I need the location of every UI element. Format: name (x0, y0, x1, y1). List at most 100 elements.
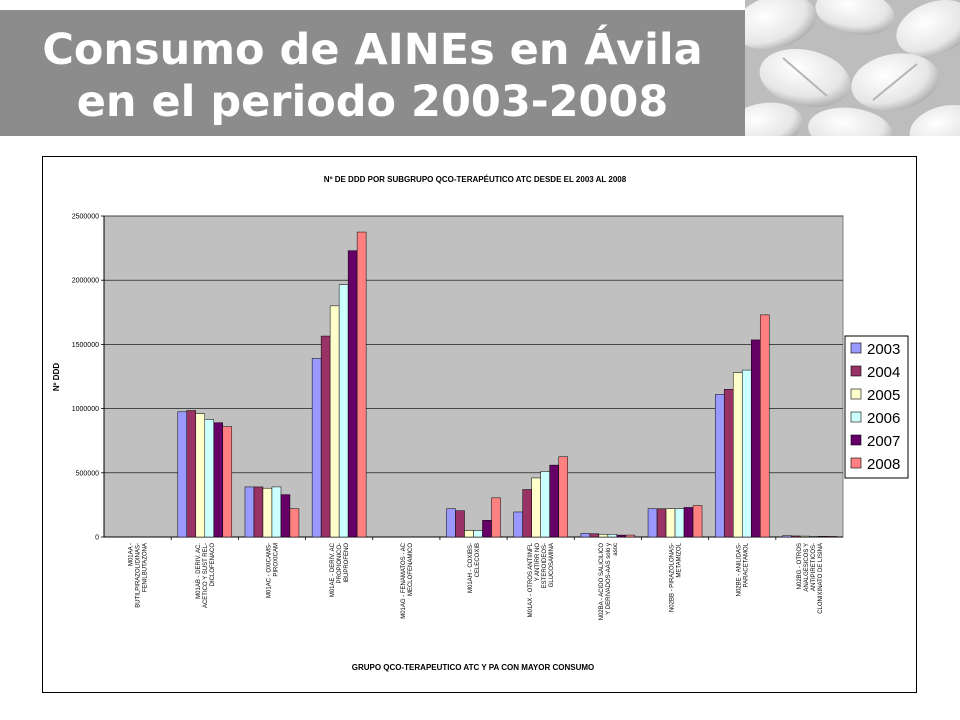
x-tick-label: M01AE - DERIV. AC (330, 542, 336, 597)
legend-swatch-2006 (850, 411, 862, 423)
x-tick-label: N02BB - PIRAZOLONAS- (670, 543, 676, 612)
slide-title-line1: Consumo de AINEs en Ávila (42, 25, 703, 75)
bar-2003 (714, 394, 725, 538)
x-tick-label: M01AB - DERIV. AC. (196, 543, 202, 599)
y-axis-label: Nº DDD (52, 363, 61, 391)
bar-2006 (271, 486, 282, 538)
bar-2003 (244, 486, 255, 538)
bar-2006 (204, 419, 215, 538)
x-tick-label: ANTIPIRETICOS- (811, 543, 817, 591)
bar-2008 (558, 456, 568, 538)
legend-label-2007: 2007 (867, 433, 900, 450)
bar-2005 (262, 487, 273, 538)
bar-2005 (665, 508, 676, 538)
bar-2004 (186, 410, 197, 538)
bar-2005 (329, 305, 340, 538)
bar-2008 (222, 426, 233, 538)
x-tick-label: IBUPROFENO (344, 543, 350, 583)
bar-2003 (647, 508, 658, 538)
x-tick-label: asoc (613, 543, 619, 556)
bar-2005 (598, 534, 609, 538)
legend-swatch-2007 (850, 434, 862, 446)
pills-illustration (745, 0, 960, 136)
legend-label-2005: 2005 (867, 387, 900, 404)
x-tick-label: PARACETAMOL (744, 542, 750, 587)
x-tick-label: M01AX - OTROS ANTIINFL (528, 542, 534, 617)
bar-2008 (827, 536, 837, 538)
bar-2008 (491, 497, 501, 538)
y-tick-label: 2500000 (72, 214, 99, 221)
x-tick-label: DICLOFENACO (210, 543, 216, 587)
bar-2004 (522, 489, 532, 538)
bar-2006 (540, 471, 550, 538)
bar-2003 (513, 511, 523, 538)
bar-2003 (782, 535, 792, 538)
bar-2007 (280, 494, 291, 538)
legend-swatch-2003 (850, 342, 862, 354)
slide-title: Consumo de AINEs en Ávila en el periodo … (0, 24, 745, 128)
x-tick-label: MECLOFENAMICO (408, 543, 414, 596)
bar-2006 (338, 284, 349, 538)
y-tick-label: 2000000 (72, 278, 99, 285)
bar-2006 (741, 369, 752, 538)
legend-label-2008: 2008 (867, 456, 900, 473)
y-tick-label: 1500000 (72, 342, 99, 349)
x-tick-label: ACETICO Y SUST REL- (203, 543, 209, 608)
x-tick-label: N02BA - ACIDO SALICILICO (599, 543, 605, 621)
x-tick-label: M01AA - (129, 543, 135, 566)
bar-2007 (750, 339, 761, 538)
legend-label-2006: 2006 (867, 410, 900, 427)
bar-2003 (580, 533, 591, 538)
x-tick-label: FENILBUTAZONA (143, 543, 149, 592)
bar-2004 (656, 508, 667, 538)
bar-2007 (616, 534, 627, 538)
y-tick-label: 0 (95, 535, 99, 542)
y-tick-label: 1000000 (72, 406, 99, 413)
bar-2004 (723, 389, 734, 538)
legend-label-2004: 2004 (867, 364, 900, 381)
bar-2007 (347, 250, 358, 538)
plot-area: 0 500000 1000000 1500000 2000000 2500000 M01AA… (72, 214, 844, 621)
bar-2004 (791, 535, 801, 538)
bar-2003 (177, 411, 188, 538)
legend-swatch-2005 (850, 388, 862, 400)
legend-swatch-2008 (850, 457, 862, 469)
bar-2004 (455, 510, 465, 538)
bar-2003 (446, 508, 456, 538)
bar-2007 (482, 520, 492, 538)
x-tick-label: M01AG - FENAMATOS - AC (401, 542, 407, 618)
bar-2007 (549, 464, 559, 538)
bar-chart: Nº DE DDD POR SUBGRUPO QCO-TERAPÉUTICO A… (52, 175, 909, 672)
pills-photo (745, 0, 960, 136)
legend: 2003 2004 2005 2006 2007 2008 (844, 335, 909, 479)
legend-box (844, 335, 909, 479)
x-tick-label: M01AC - OXICAMS- (266, 543, 272, 598)
bar-2007 (683, 507, 694, 538)
x-tick-label: PIROXICAM (273, 543, 279, 577)
x-axis-label: GRUPO QCO-TERAPEUTICO ATC Y PA CON MAYOR… (352, 663, 595, 672)
bar-2008 (759, 314, 770, 538)
bar-2004 (253, 486, 264, 538)
bar-2005 (195, 413, 206, 538)
x-tick-label: Y ANTIRR NO (535, 543, 541, 582)
bar-2004 (320, 335, 331, 538)
x-tick-label: PROPIONICO- (337, 543, 343, 583)
bar-2006 (809, 535, 819, 538)
bar-2005 (531, 477, 541, 538)
bar-2006 (674, 508, 685, 538)
bar-2003 (311, 358, 322, 538)
x-tick-label: N02BE - ANILIDAS- (737, 543, 743, 596)
bar-2004 (589, 533, 600, 538)
legend-swatch-2004 (850, 365, 862, 377)
x-tick-label: BUTILPIRAZOLIDINAS- (136, 543, 142, 608)
legend-label-2003: 2003 (867, 341, 900, 358)
x-tick-label: N02BG - OTROS (797, 543, 803, 589)
slide-title-line2: en el periodo 2003-2008 (76, 77, 669, 127)
bar-2005 (732, 372, 743, 538)
bar-2006 (473, 530, 483, 538)
bar-2005 (800, 535, 810, 538)
x-tick-label: ESTEROIDEOS- (542, 543, 548, 588)
x-tick-label: M01AH - COXIBS- (468, 543, 474, 593)
bar-2008 (289, 508, 300, 538)
bar-2005 (464, 530, 474, 538)
